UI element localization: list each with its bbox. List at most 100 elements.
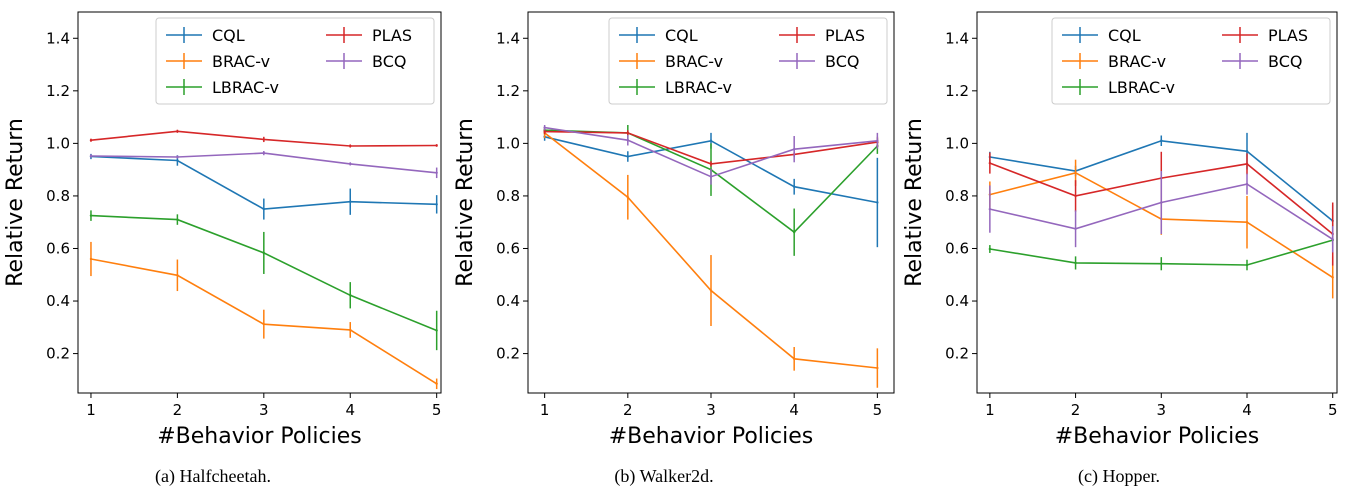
legend: CQL BRAC-v LBRAC-v PLAS BCQ (608, 17, 888, 105)
legend-box (608, 17, 888, 105)
x-tick-label: 3 (259, 401, 269, 419)
data-point (89, 154, 93, 158)
data-point (435, 382, 438, 386)
x-tick-label: 5 (432, 401, 442, 419)
y-tick-label: 1.0 (496, 134, 520, 152)
y-axis-label: Relative Return (3, 118, 28, 287)
data-point (792, 230, 796, 234)
legend-label: LBRAC-v (212, 78, 279, 97)
chart-panel-1: 0.2 0.4 0.6 0.8 1.0 1.2 1.4 1 2 3 4 5 #Behavior Poli… (3, 11, 442, 487)
legend-label: LBRAC-v (665, 78, 732, 97)
series-cql (89, 153, 438, 220)
y-tick-label: 0.4 (496, 292, 520, 310)
series-bcq (89, 150, 438, 179)
data-point (89, 214, 93, 217)
data-point (626, 131, 630, 135)
data-point (876, 366, 879, 370)
y-axis-label: Relative Return (453, 118, 478, 287)
series-bcq (988, 170, 1334, 253)
legend-label: PLAS (1268, 26, 1308, 45)
y-tick-label: 0.6 (46, 239, 70, 257)
data-point (349, 328, 352, 332)
y-tick-label: 0.8 (46, 187, 70, 205)
data-point (262, 151, 266, 155)
series-brac-v (543, 127, 879, 388)
data-point (176, 218, 179, 221)
data-point (349, 294, 352, 297)
legend: CQL BRAC-v LBRAC-v PLAS BCQ (155, 17, 435, 105)
data-point (176, 130, 179, 133)
y-tick-label: 0.6 (496, 239, 520, 257)
legend-box (155, 17, 435, 105)
series-plas (89, 129, 438, 148)
y-tick-label: 0.2 (496, 345, 520, 363)
data-point (89, 257, 93, 261)
y-tick-label: 0.4 (46, 292, 70, 310)
data-point (1331, 276, 1334, 279)
data-point (1245, 221, 1249, 224)
y-tick-label: 1.4 (496, 29, 520, 47)
x-tick-label: 4 (345, 401, 355, 419)
data-point (1245, 263, 1249, 267)
data-point (176, 159, 179, 162)
y-tick-label: 0.2 (46, 345, 70, 363)
x-tick-label: 4 (789, 401, 799, 419)
y-axis-label: Relative Return (902, 118, 927, 287)
x-tick-label: 5 (873, 401, 883, 419)
data-point (626, 196, 630, 199)
chart-panel-3: 0.2 0.4 0.6 0.8 1.0 1.2 1.4 1 2 3 4 5 #Behavior Poli… (902, 11, 1338, 487)
x-tick-label: 4 (1242, 401, 1252, 419)
data-point (1074, 194, 1077, 198)
x-tick-label: 1 (540, 401, 550, 419)
data-point (1160, 201, 1163, 204)
series-lbrac-v (543, 124, 879, 256)
data-point (435, 171, 438, 175)
x-axis-label: #Behavior Policies (157, 424, 362, 449)
data-point (1074, 261, 1077, 265)
x-tick-label: 1 (985, 401, 995, 419)
legend-label: BRAC-v (212, 52, 270, 71)
data-point (876, 139, 879, 142)
series-cql (543, 132, 879, 248)
y-tick-label: 0.4 (945, 292, 969, 310)
data-point (262, 138, 266, 141)
data-point (1160, 139, 1163, 142)
y-tick-label: 0.2 (945, 345, 969, 363)
data-point (543, 126, 546, 129)
chart-caption: (b) Walker2d. (614, 466, 713, 487)
legend-label: CQL (212, 26, 245, 45)
x-tick-label: 2 (173, 401, 183, 419)
legend-label: PLAS (372, 26, 412, 45)
legend-label: BRAC-v (1108, 52, 1166, 71)
data-point (1245, 150, 1249, 153)
data-point (709, 175, 713, 178)
legend-label: PLAS (825, 26, 865, 45)
series-line-bcq (90, 152, 437, 174)
y-tick-label: 0.8 (496, 187, 520, 205)
data-point (1074, 171, 1077, 175)
data-point (988, 247, 992, 251)
y-tick-label: 1.4 (945, 29, 969, 47)
legend-label: BCQ (825, 52, 859, 71)
y-tick-label: 1.2 (46, 82, 70, 100)
data-point (262, 207, 266, 211)
data-point (349, 144, 352, 148)
data-point (792, 185, 796, 188)
data-point (988, 161, 992, 165)
data-point (435, 203, 438, 206)
data-point (709, 139, 713, 142)
axes-frame (976, 11, 1338, 394)
data-point (435, 144, 438, 147)
x-tick-label: 3 (1157, 401, 1167, 419)
data-point (1331, 238, 1334, 241)
chart-panel-2: 0.2 0.4 0.6 0.8 1.0 1.2 1.4 1 2 3 4 5 #Behavior Poli… (453, 11, 895, 487)
data-point (1245, 162, 1249, 166)
data-point (792, 147, 796, 151)
y-tick-label: 0.6 (945, 239, 969, 257)
data-point (543, 130, 546, 133)
data-point (1074, 227, 1077, 230)
axes-frame (527, 11, 895, 394)
y-tick-label: 1.0 (46, 134, 70, 152)
data-point (176, 155, 179, 159)
series-lbrac-v (89, 210, 438, 351)
